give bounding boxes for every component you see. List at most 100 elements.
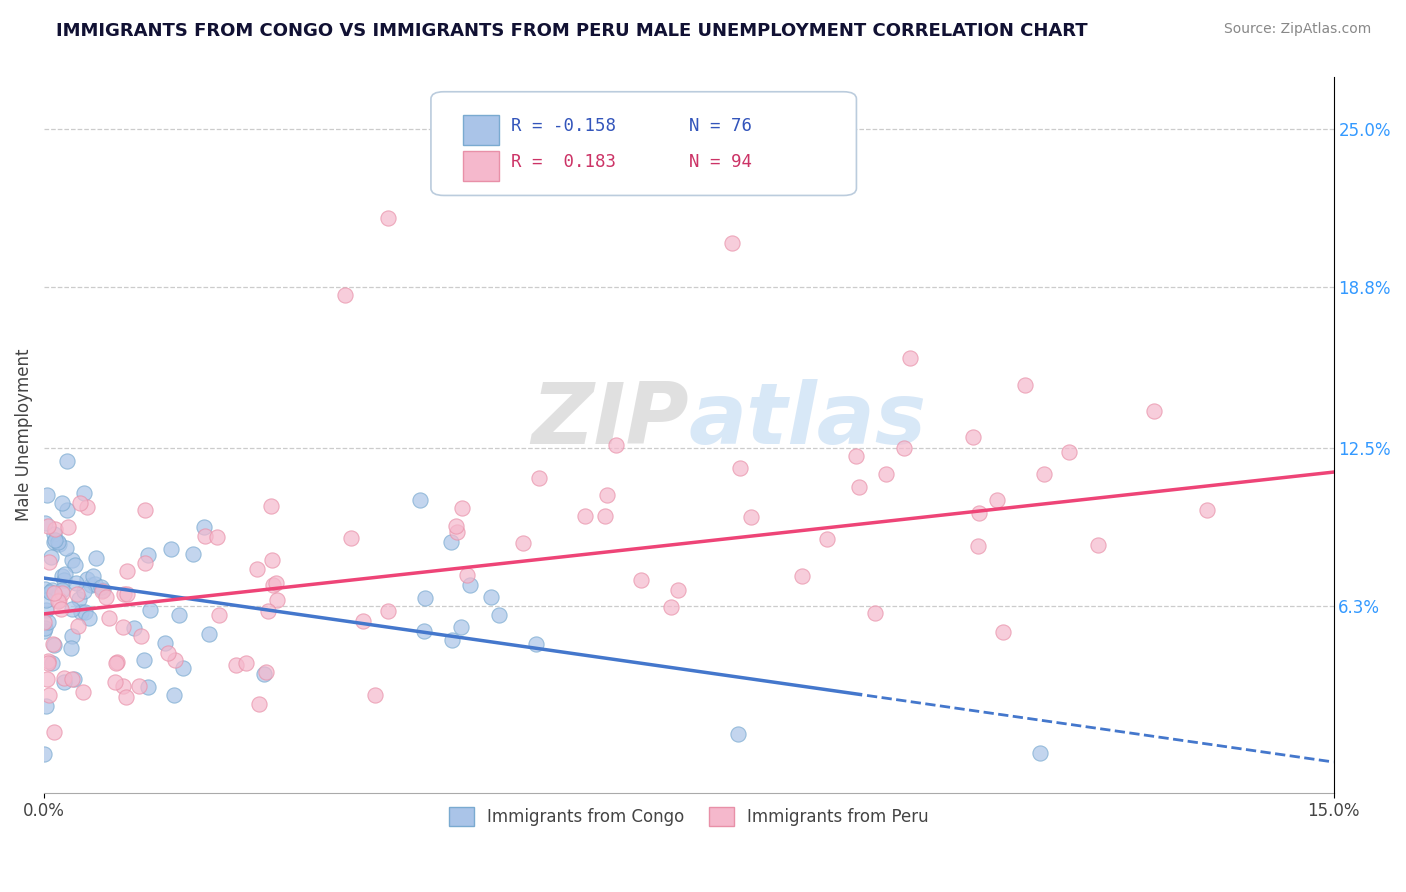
Point xyxy=(596,488,619,502)
Point xyxy=(53,672,76,686)
Point xyxy=(67,592,90,607)
Point xyxy=(34,582,56,597)
Point xyxy=(444,519,467,533)
Point xyxy=(89,580,111,594)
Point xyxy=(574,508,596,523)
Point xyxy=(115,564,138,578)
Point xyxy=(193,519,215,533)
Point xyxy=(62,672,84,686)
Point xyxy=(136,680,159,694)
Point xyxy=(605,438,627,452)
Point xyxy=(256,665,278,680)
Point xyxy=(172,661,194,675)
Point xyxy=(527,471,550,485)
Point xyxy=(593,508,616,523)
Point xyxy=(259,499,281,513)
Point xyxy=(41,637,63,651)
Point xyxy=(456,568,478,582)
Point xyxy=(153,636,176,650)
Point xyxy=(413,591,436,605)
Point xyxy=(967,506,990,520)
Point xyxy=(875,467,897,481)
Point xyxy=(339,531,361,545)
Point xyxy=(53,566,76,581)
Point xyxy=(34,615,56,630)
Point xyxy=(39,585,62,599)
Point xyxy=(848,480,870,494)
Point xyxy=(51,495,73,509)
Point xyxy=(247,697,270,711)
Text: atlas: atlas xyxy=(689,379,927,462)
Point xyxy=(450,620,472,634)
Point xyxy=(666,582,689,597)
Point xyxy=(46,535,69,549)
Point xyxy=(69,605,91,619)
Point xyxy=(39,550,62,565)
Point xyxy=(727,726,749,740)
Point xyxy=(377,211,399,225)
Point xyxy=(37,519,59,533)
Text: IMMIGRANTS FROM CONGO VS IMMIGRANTS FROM PERU MALE UNEMPLOYMENT CORRELATION CHAR: IMMIGRANTS FROM CONGO VS IMMIGRANTS FROM… xyxy=(56,22,1088,40)
Point xyxy=(53,674,76,689)
Point xyxy=(60,629,83,643)
Point xyxy=(630,573,652,587)
Point xyxy=(34,698,56,713)
Point xyxy=(1029,747,1052,761)
Point xyxy=(37,657,59,671)
Text: ZIP: ZIP xyxy=(531,379,689,462)
Point xyxy=(42,535,65,549)
Point xyxy=(661,599,683,614)
Point xyxy=(205,531,228,545)
Point xyxy=(264,576,287,591)
Point xyxy=(41,582,63,597)
Point xyxy=(97,611,120,625)
Point xyxy=(266,592,288,607)
Point xyxy=(112,587,135,601)
Y-axis label: Male Unemployment: Male Unemployment xyxy=(15,349,32,521)
Point xyxy=(38,555,60,569)
Point xyxy=(1057,445,1080,459)
Point xyxy=(440,535,463,549)
FancyBboxPatch shape xyxy=(463,115,499,145)
Point xyxy=(524,637,547,651)
Point xyxy=(962,430,984,444)
Text: R =  0.183: R = 0.183 xyxy=(510,153,616,170)
Point xyxy=(76,500,98,514)
Point xyxy=(51,582,73,597)
Text: R = -0.158: R = -0.158 xyxy=(510,117,616,135)
Point xyxy=(37,654,59,668)
Point xyxy=(35,672,58,686)
Point xyxy=(51,586,73,600)
Point xyxy=(35,603,58,617)
Point xyxy=(138,603,160,617)
Point xyxy=(163,653,186,667)
Point xyxy=(84,550,107,565)
Point xyxy=(56,503,79,517)
Point xyxy=(76,572,98,586)
Point xyxy=(225,657,247,672)
Point xyxy=(352,615,374,629)
Point xyxy=(991,625,1014,640)
Point xyxy=(134,503,156,517)
Point xyxy=(440,632,463,647)
Point xyxy=(48,593,70,607)
Point xyxy=(82,569,104,583)
Point xyxy=(167,608,190,623)
Point xyxy=(80,578,103,592)
Point xyxy=(262,553,284,567)
Point xyxy=(845,450,868,464)
Point xyxy=(42,527,65,541)
Point xyxy=(1032,467,1054,481)
Point xyxy=(84,576,107,591)
Point xyxy=(246,562,269,576)
Point xyxy=(55,541,77,555)
Point xyxy=(60,602,83,616)
Point xyxy=(163,688,186,702)
Point xyxy=(1195,502,1218,516)
Point xyxy=(49,602,72,616)
Point xyxy=(198,627,221,641)
Point xyxy=(1143,404,1166,418)
Point xyxy=(409,492,432,507)
Text: N = 94: N = 94 xyxy=(689,153,752,170)
Point xyxy=(122,621,145,635)
